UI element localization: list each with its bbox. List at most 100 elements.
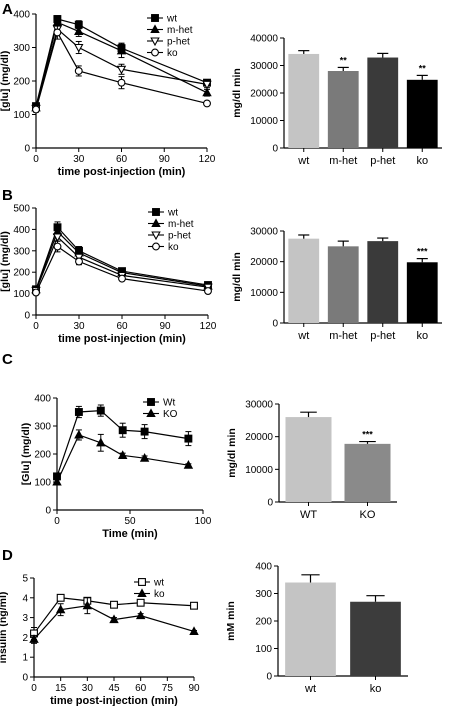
x-tick-label: 0	[31, 683, 37, 694]
y-tick-label: 30000	[245, 400, 273, 411]
x-tick-label: 60	[116, 321, 128, 332]
legend-marker	[151, 48, 159, 57]
y-tick-label: 4	[22, 593, 28, 604]
data-point	[53, 28, 62, 37]
data-point	[204, 287, 212, 295]
y-tick-label: 100	[255, 644, 272, 655]
significance-marker: ***	[417, 247, 428, 257]
data-point	[56, 593, 65, 602]
y-tick-label: 100	[13, 110, 30, 121]
legend-marker	[151, 218, 161, 228]
y-axis-label: [Glu] (mg/dl)	[20, 423, 32, 485]
y-tick-label: 0	[266, 672, 272, 683]
y-tick-label: 400	[34, 394, 51, 405]
y-tick-label: 300	[13, 246, 30, 257]
data-point	[55, 604, 66, 614]
category-label: ko	[416, 330, 428, 342]
line-chart-a: 0 100 200 300 400 0 30 60 90 120 time post-injecti…	[0, 10, 216, 179]
series-ko	[32, 240, 212, 297]
significance-marker: ***	[362, 430, 373, 440]
data-point	[96, 437, 106, 447]
category-label: ko	[370, 683, 382, 695]
y-tick-label: 2	[22, 633, 28, 644]
category-label: m-het	[329, 330, 357, 342]
x-tick-label: 0	[54, 516, 60, 527]
y-tick-label: 30000	[250, 61, 278, 72]
y-tick-label: 10000	[250, 116, 278, 127]
panel-label-b: B	[2, 187, 13, 204]
y-tick-label: 0	[24, 311, 30, 322]
y-tick-label: 40000	[250, 34, 278, 45]
legend-label: p-het	[168, 231, 191, 242]
y-tick-label: 10000	[250, 288, 278, 299]
legend-label: m-het	[167, 25, 193, 36]
y-tick-label: 100	[13, 289, 30, 300]
data-point	[202, 80, 212, 90]
series-p-het	[31, 232, 213, 296]
bar-ko	[344, 443, 391, 502]
bar-m-het	[327, 246, 359, 323]
legend-marker	[138, 578, 146, 586]
y-tick-label: 20000	[250, 257, 278, 268]
legend-label: wt	[153, 578, 164, 589]
x-tick-label: 75	[162, 683, 174, 694]
y-axis-label: insulin (ng/ml)	[0, 592, 9, 664]
y-tick-label: 0	[45, 506, 51, 517]
data-point	[140, 427, 149, 436]
data-point	[32, 288, 40, 297]
y-tick-label: 100	[34, 478, 51, 489]
legend-marker	[150, 37, 160, 47]
x-tick-label: 60	[135, 683, 147, 694]
x-tick-label: 0	[33, 154, 39, 165]
data-point	[52, 233, 63, 243]
y-tick-label: 300	[13, 43, 30, 54]
x-tick-label: 30	[73, 154, 85, 165]
data-point	[74, 66, 83, 75]
panel-label-a: A	[2, 1, 13, 18]
y-tick-label: 30000	[250, 227, 278, 238]
y-tick-label: 20000	[250, 89, 278, 100]
data-point	[53, 242, 62, 251]
bar-ko	[406, 79, 438, 148]
y-tick-label: 1	[22, 653, 28, 664]
category-label: wt	[297, 155, 309, 167]
y-tick-label: 3	[22, 613, 28, 624]
legend-marker	[152, 242, 160, 251]
data-point	[183, 460, 194, 469]
x-tick-label: 30	[73, 321, 85, 332]
series-line	[33, 597, 195, 634]
x-tick-label: 0	[33, 321, 39, 332]
legend-marker	[147, 398, 155, 406]
y-tick-label: 400	[255, 562, 272, 573]
x-axis-label: Time (min)	[102, 528, 158, 540]
y-tick-label: 200	[13, 268, 30, 279]
category-label: p-het	[370, 330, 395, 342]
y-tick-label: 0	[272, 319, 278, 330]
category-label: KO	[360, 509, 376, 521]
legend-label: KO	[163, 409, 178, 420]
data-point	[74, 43, 84, 53]
data-point	[184, 434, 193, 443]
y-tick-label: 0	[272, 144, 278, 155]
y-axis-label: mM min	[225, 601, 237, 641]
data-point	[109, 614, 119, 624]
bar-wt	[285, 582, 336, 676]
bar-chart-d: 0 100 200 300 400 mM min wt ko	[225, 562, 408, 695]
legend-marker	[152, 208, 160, 216]
data-point	[135, 610, 146, 620]
x-tick-label: 90	[159, 321, 171, 332]
y-axis-label: mg/dl min	[231, 252, 243, 302]
y-tick-label: 300	[255, 589, 272, 600]
series-ko	[29, 597, 199, 644]
y-tick-label: 5	[22, 574, 28, 585]
data-point	[29, 634, 39, 643]
legend-marker	[151, 14, 159, 22]
data-point	[74, 408, 83, 416]
series-ko	[52, 429, 194, 486]
series-line	[56, 409, 189, 477]
bar-wt	[288, 53, 320, 149]
y-axis-label: [glu] (mg/dl)	[0, 231, 11, 292]
category-label: wt	[304, 683, 316, 695]
